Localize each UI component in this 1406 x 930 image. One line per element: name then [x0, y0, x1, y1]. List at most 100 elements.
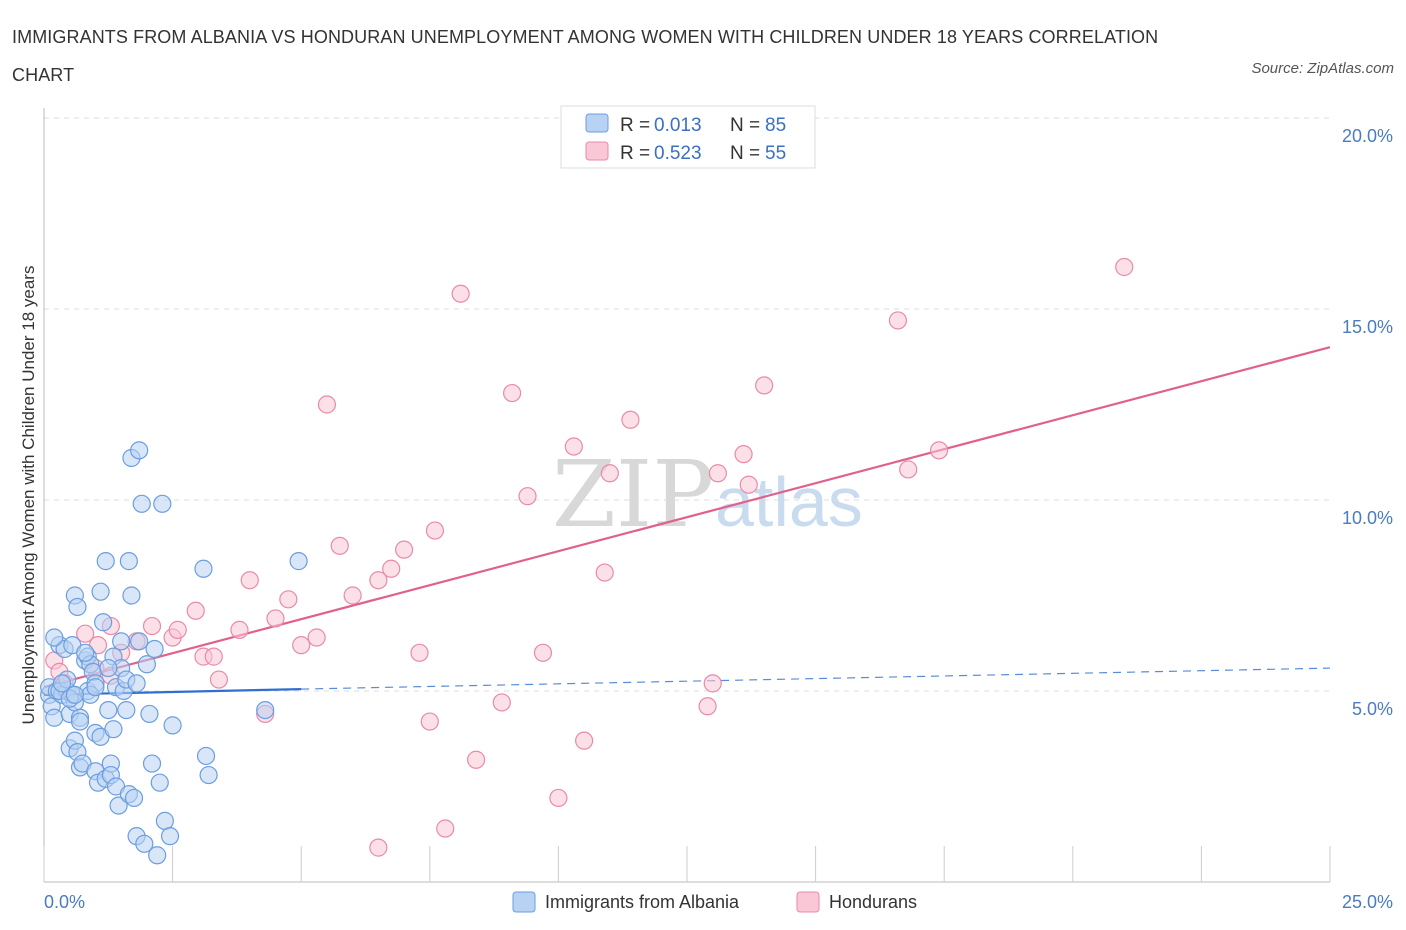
legend-r-value-honduras: 0.523: [654, 143, 702, 164]
point-albania-55: [130, 441, 149, 460]
series-legend: Immigrants from Albania Hondurans: [512, 891, 917, 913]
point-hondurans-50: [755, 376, 774, 395]
point-hondurans-48: [734, 445, 753, 464]
point-hondurans-30: [420, 712, 439, 731]
x-tick-label-min: 0.0%: [44, 892, 85, 912]
legend-n-label-honduras: N =: [730, 143, 760, 164]
point-albania-68: [194, 559, 213, 578]
point-albania-62: [148, 846, 167, 865]
trend-line-albania-extension: [301, 667, 1331, 690]
point-albania-51: [124, 788, 144, 808]
point-hondurans-21: [292, 636, 311, 655]
point-albania-57: [135, 834, 154, 853]
point-albania-72: [289, 552, 308, 571]
point-hondurans-34: [466, 750, 486, 769]
bottom-legend-label-albania: Immigrants from Albania: [545, 892, 740, 912]
point-hondurans-17: [230, 620, 249, 639]
point-albania-43: [112, 632, 131, 651]
legend-swatch-albania: [585, 113, 609, 133]
legend-r-label-honduras: R =: [620, 143, 650, 164]
point-hondurans-36: [503, 383, 522, 403]
point-hondurans-13: [186, 601, 205, 620]
y-axis-label: Unemployment Among Women with Children U…: [19, 266, 38, 725]
point-albania-17: [68, 597, 87, 617]
y-tick-label-0: 5.0%: [1352, 699, 1393, 719]
point-albania-71: [256, 700, 275, 720]
y-tick-label-3: 20.0%: [1342, 126, 1393, 146]
trend-line-hondurans: [43, 346, 1331, 689]
point-albania-33: [99, 700, 118, 720]
watermark-atlas: atlas: [715, 463, 863, 541]
point-hondurans-33: [451, 284, 470, 303]
bottom-legend-swatch-honduras: [796, 891, 820, 913]
point-hondurans-42: [595, 563, 614, 582]
point-albania-54: [130, 632, 149, 651]
point-hondurans-54: [929, 441, 949, 460]
x-ticks: [43, 846, 1331, 882]
point-hondurans-3: [76, 624, 95, 643]
point-albania-56: [132, 494, 151, 513]
point-albania-63: [150, 773, 169, 792]
point-hondurans-49: [739, 475, 758, 494]
series-hondurans: [45, 257, 1134, 857]
point-albania-31: [94, 613, 113, 632]
point-hondurans-32: [436, 819, 455, 838]
point-hondurans-29: [410, 643, 429, 662]
point-hondurans-12: [168, 620, 187, 639]
legend-r-value-albania: 0.013: [654, 115, 702, 136]
point-albania-64: [153, 494, 172, 513]
legend-r-label-albania: R =: [620, 115, 650, 136]
point-albania-3: [45, 708, 64, 727]
point-albania-70: [199, 765, 218, 785]
point-albania-59: [140, 704, 159, 724]
point-albania-61: [145, 639, 164, 659]
point-albania-48: [119, 552, 138, 571]
point-hondurans-55: [1115, 257, 1134, 277]
point-hondurans-26: [369, 571, 388, 590]
point-hondurans-43: [600, 464, 619, 483]
point-hondurans-39: [549, 788, 568, 808]
point-hondurans-19: [266, 609, 285, 628]
watermark-zip: ZIP: [552, 441, 714, 548]
point-albania-34: [96, 552, 115, 571]
point-albania-58: [137, 655, 156, 674]
point-albania-65: [155, 811, 174, 830]
y-tick-label-2: 15.0%: [1342, 317, 1393, 337]
point-hondurans-28: [394, 540, 414, 559]
point-albania-84: [65, 685, 84, 704]
point-albania-67: [163, 716, 182, 735]
bottom-legend-swatch-albania: [512, 891, 536, 913]
series-albania: [40, 441, 308, 865]
point-hondurans-18: [240, 571, 259, 590]
point-hondurans-37: [518, 487, 537, 506]
point-hondurans-23: [317, 395, 337, 414]
point-hondurans-22: [307, 628, 326, 647]
point-hondurans-46: [703, 674, 722, 693]
point-hondurans-16: [209, 670, 228, 689]
point-albania-50: [122, 586, 141, 605]
point-hondurans-15: [204, 647, 223, 666]
point-albania-78: [45, 628, 64, 647]
point-hondurans-47: [708, 464, 727, 483]
x-tick-labels: 0.0% 25.0%: [44, 892, 1393, 912]
point-albania-81: [99, 658, 118, 678]
point-albania-77: [70, 712, 90, 731]
point-hondurans-38: [533, 643, 553, 662]
legend-n-value-albania: 85: [765, 115, 786, 136]
point-albania-60: [142, 754, 162, 773]
point-albania-79: [52, 674, 72, 693]
point-hondurans-20: [279, 590, 298, 609]
point-hondurans-53: [899, 460, 918, 479]
point-hondurans-45: [698, 697, 717, 716]
point-albania-66: [160, 827, 180, 846]
point-hondurans-10: [142, 616, 162, 636]
point-hondurans-51: [369, 838, 388, 857]
point-hondurans-40: [564, 437, 583, 456]
x-tick-label-max: 25.0%: [1342, 892, 1393, 912]
point-hondurans-52: [888, 311, 908, 330]
point-albania-46: [117, 700, 136, 720]
point-hondurans-27: [382, 559, 401, 578]
point-albania-82: [76, 643, 95, 662]
point-hondurans-35: [492, 693, 511, 712]
